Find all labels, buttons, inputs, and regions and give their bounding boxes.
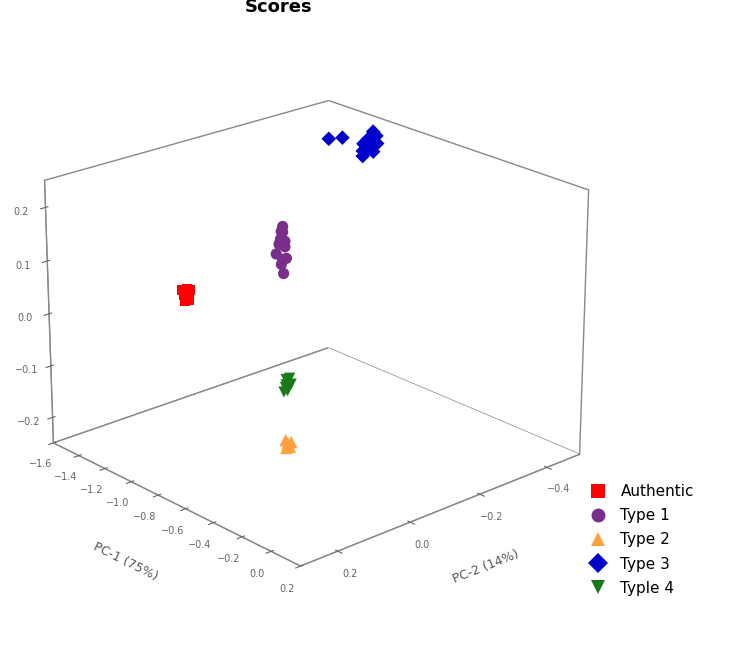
Title: Scores: Scores <box>244 0 312 16</box>
X-axis label: PC-2 (14%): PC-2 (14%) <box>451 547 520 585</box>
Legend: Authentic, Type 1, Type 2, Type 3, Typle 4: Authentic, Type 1, Type 2, Type 3, Typle… <box>576 478 700 602</box>
Y-axis label: PC-1 (75%): PC-1 (75%) <box>91 540 160 583</box>
